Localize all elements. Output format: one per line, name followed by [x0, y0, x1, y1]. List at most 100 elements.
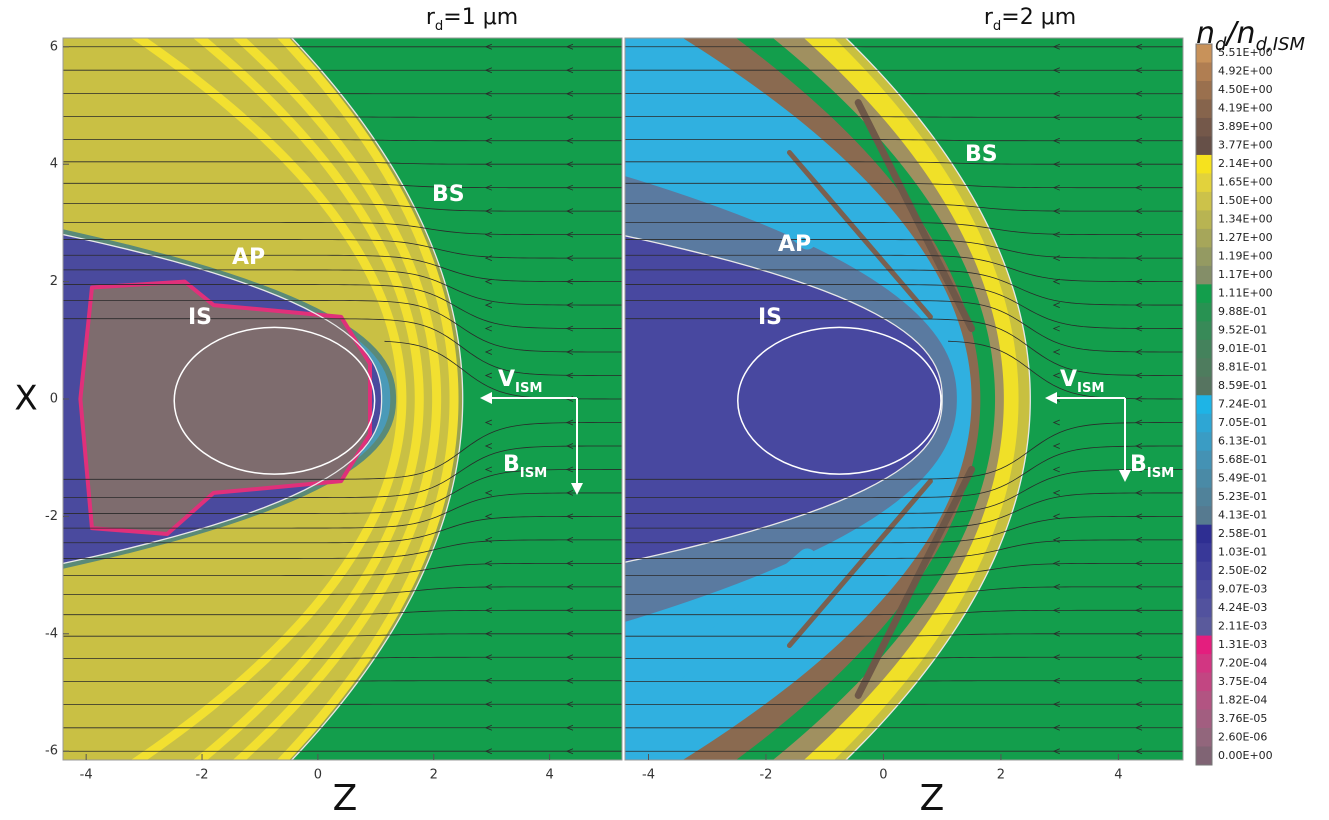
colorbar-band	[1196, 284, 1212, 303]
annotation-b-part: B	[1130, 452, 1147, 477]
colorbar-band	[1196, 155, 1212, 174]
colorbar-label: 4.19E+00	[1218, 102, 1273, 115]
colorbar-band	[1196, 173, 1212, 192]
x-tick-label: 2	[997, 768, 1005, 783]
colorbar-label: 1.27E+00	[1218, 231, 1273, 244]
colorbar-label: 5.51E+00	[1218, 46, 1273, 59]
colorbar-label: 9.52E-01	[1218, 324, 1267, 337]
colorbar-band	[1196, 44, 1212, 63]
colorbar-label: 2.11E-03	[1218, 619, 1267, 632]
colorbar-label: 3.77E+00	[1218, 139, 1273, 152]
colorbar-label: 3.76E-05	[1218, 712, 1267, 725]
colorbar-label: 2.60E-06	[1218, 730, 1267, 743]
x-tick-label: -4	[642, 768, 655, 783]
colorbar-label: 5.49E-01	[1218, 471, 1267, 484]
colorbar-band	[1196, 118, 1212, 137]
y-tick-label: 4	[50, 157, 58, 172]
colorbar-label: 8.59E-01	[1218, 379, 1267, 392]
colorbar-band	[1196, 728, 1212, 747]
colorbar-band	[1196, 99, 1212, 118]
colorbar-band	[1196, 636, 1212, 655]
colorbar-band	[1196, 543, 1212, 562]
colorbar-label: 4.50E+00	[1218, 83, 1273, 96]
panel-title-part: d	[993, 19, 1001, 34]
x-tick-label: 0	[879, 768, 887, 783]
colorbar-band	[1196, 377, 1212, 396]
colorbar-label: 1.50E+00	[1218, 194, 1273, 207]
colorbar-label: 4.24E-03	[1218, 601, 1267, 614]
colorbar-label: 1.11E+00	[1218, 287, 1273, 300]
colorbar-band	[1196, 414, 1212, 433]
colorbar-band	[1196, 358, 1212, 377]
colorbar-label: 4.13E-01	[1218, 508, 1267, 521]
annotation-b-part: ISM	[1147, 466, 1175, 481]
colorbar-label: 9.88E-01	[1218, 305, 1267, 318]
annotation-ap: AP	[778, 232, 811, 257]
x-tick-label: 4	[1114, 768, 1122, 783]
x-tick-label: -2	[196, 768, 209, 783]
colorbar-band	[1196, 617, 1212, 636]
colorbar-band	[1196, 62, 1212, 81]
x-tick-label: 0	[314, 768, 322, 783]
y-tick-label: 0	[50, 392, 58, 407]
colorbar-label: 7.20E-04	[1218, 656, 1267, 669]
figure: -4-20246420-2-4-6ZXrd=1 μmBSAPISVISMBISM…	[0, 0, 1329, 820]
colorbar-label: 7.24E-01	[1218, 398, 1267, 411]
panel-title-part: d	[435, 19, 443, 34]
colorbar-band	[1196, 691, 1212, 710]
colorbar-label: 1.65E+00	[1218, 176, 1273, 189]
colorbar-band	[1196, 488, 1212, 507]
colorbar-label: 1.31E-03	[1218, 638, 1267, 651]
x-tick-label: 2	[430, 768, 438, 783]
colorbar-band	[1196, 192, 1212, 211]
colorbar-band	[1196, 136, 1212, 155]
colorbar-label: 1.82E-04	[1218, 693, 1267, 706]
colorbar-band	[1196, 81, 1212, 100]
colorbar-band	[1196, 525, 1212, 544]
colorbar-band	[1196, 247, 1212, 266]
y-tick-label: 2	[50, 274, 58, 289]
colorbar-label: 8.81E-01	[1218, 361, 1267, 374]
annotation-v-part: V	[498, 367, 515, 392]
annotation-ap: AP	[232, 245, 265, 270]
panel-title-part: =1 μm	[443, 5, 518, 30]
panel-title: rd=2 μm	[984, 5, 1076, 34]
colorbar-label: 1.17E+00	[1218, 268, 1273, 281]
colorbar-band	[1196, 340, 1212, 359]
colorbar-band	[1196, 599, 1212, 618]
colorbar-label: 5.23E-01	[1218, 490, 1267, 503]
annotation-bs: BS	[965, 142, 998, 167]
colorbar-label: 6.13E-01	[1218, 434, 1267, 447]
colorbar-label: 9.07E-03	[1218, 582, 1267, 595]
panel-title-part: =2 μm	[1001, 5, 1076, 30]
annotation-v-part: ISM	[1077, 381, 1105, 396]
annotation-b-part: B	[503, 452, 520, 477]
colorbar-band	[1196, 673, 1212, 692]
x-axis-label: Z	[920, 778, 945, 819]
colorbar-band	[1196, 451, 1212, 470]
colorbar-band	[1196, 321, 1212, 340]
y-tick-label: -4	[45, 626, 58, 641]
panel-title: rd=1 μm	[426, 5, 518, 34]
annotation-v-part: V	[1060, 367, 1077, 392]
y-tick-label: -6	[45, 744, 58, 759]
colorbar-band	[1196, 432, 1212, 451]
colorbar-label: 3.89E+00	[1218, 120, 1273, 133]
colorbar-label: 0.00E+00	[1218, 749, 1273, 762]
colorbar-label: 3.75E-04	[1218, 675, 1267, 688]
colorbar-band	[1196, 747, 1212, 766]
x-tick-label: -4	[80, 768, 93, 783]
colorbar-band	[1196, 654, 1212, 673]
colorbar-label: 4.92E+00	[1218, 65, 1273, 78]
x-tick-label: -2	[759, 768, 772, 783]
annotation-bs: BS	[432, 182, 465, 207]
colorbar-band	[1196, 506, 1212, 525]
colorbar-label: 5.68E-01	[1218, 453, 1267, 466]
annotation-is: IS	[758, 305, 782, 330]
colorbar-band	[1196, 710, 1212, 729]
annotation-is: IS	[188, 305, 212, 330]
colorbar-band	[1196, 562, 1212, 581]
colorbar-label: 2.50E-02	[1218, 564, 1267, 577]
colorbar-band	[1196, 303, 1212, 322]
colorbar-label: 1.34E+00	[1218, 213, 1273, 226]
